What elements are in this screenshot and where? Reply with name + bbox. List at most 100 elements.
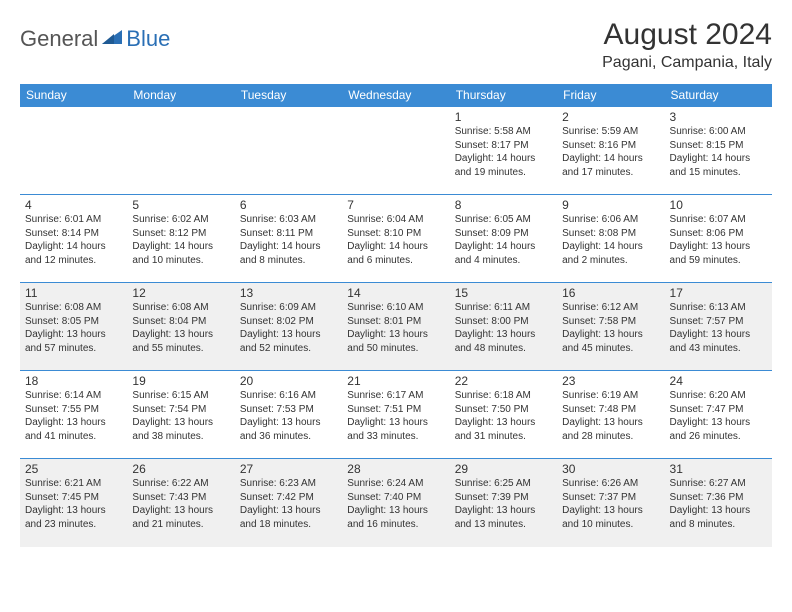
sunset-line: Sunset: 7:51 PM bbox=[347, 403, 444, 417]
day-cell: 21Sunrise: 6:17 AMSunset: 7:51 PMDayligh… bbox=[342, 371, 449, 459]
sunrise-line: Sunrise: 6:17 AM bbox=[347, 389, 444, 403]
dayname-row: Sunday Monday Tuesday Wednesday Thursday… bbox=[20, 84, 772, 107]
sunrise-line: Sunrise: 6:05 AM bbox=[455, 213, 552, 227]
day-number: 31 bbox=[670, 462, 767, 476]
day-cell: 7Sunrise: 6:04 AMSunset: 8:10 PMDaylight… bbox=[342, 195, 449, 283]
day-info: Sunrise: 6:13 AMSunset: 7:57 PMDaylight:… bbox=[670, 301, 767, 355]
daylight-line: Daylight: 14 hours and 8 minutes. bbox=[240, 240, 337, 267]
sunset-line: Sunset: 7:40 PM bbox=[347, 491, 444, 505]
day-number: 2 bbox=[562, 110, 659, 124]
sunrise-line: Sunrise: 6:04 AM bbox=[347, 213, 444, 227]
sunset-line: Sunset: 7:42 PM bbox=[240, 491, 337, 505]
sunrise-line: Sunrise: 6:22 AM bbox=[132, 477, 229, 491]
day-number: 27 bbox=[240, 462, 337, 476]
sunrise-line: Sunrise: 6:25 AM bbox=[455, 477, 552, 491]
sunset-line: Sunset: 7:58 PM bbox=[562, 315, 659, 329]
sunset-line: Sunset: 8:00 PM bbox=[455, 315, 552, 329]
day-cell: 10Sunrise: 6:07 AMSunset: 8:06 PMDayligh… bbox=[665, 195, 772, 283]
sunrise-line: Sunrise: 6:19 AM bbox=[562, 389, 659, 403]
daylight-line: Daylight: 13 hours and 41 minutes. bbox=[25, 416, 122, 443]
sunset-line: Sunset: 7:45 PM bbox=[25, 491, 122, 505]
day-number: 22 bbox=[455, 374, 552, 388]
day-info: Sunrise: 6:14 AMSunset: 7:55 PMDaylight:… bbox=[25, 389, 122, 443]
sunrise-line: Sunrise: 6:08 AM bbox=[132, 301, 229, 315]
sunset-line: Sunset: 8:02 PM bbox=[240, 315, 337, 329]
logo-triangle-icon bbox=[102, 28, 124, 51]
dayname-saturday: Saturday bbox=[665, 84, 772, 107]
day-info: Sunrise: 5:59 AMSunset: 8:16 PMDaylight:… bbox=[562, 125, 659, 179]
sunset-line: Sunset: 8:06 PM bbox=[670, 227, 767, 241]
sunset-line: Sunset: 8:01 PM bbox=[347, 315, 444, 329]
sunset-line: Sunset: 8:10 PM bbox=[347, 227, 444, 241]
day-cell: 29Sunrise: 6:25 AMSunset: 7:39 PMDayligh… bbox=[450, 459, 557, 547]
sunrise-line: Sunrise: 6:27 AM bbox=[670, 477, 767, 491]
dayname-wednesday: Wednesday bbox=[342, 84, 449, 107]
day-info: Sunrise: 6:03 AMSunset: 8:11 PMDaylight:… bbox=[240, 213, 337, 267]
day-number: 7 bbox=[347, 198, 444, 212]
day-number: 29 bbox=[455, 462, 552, 476]
daylight-line: Daylight: 14 hours and 15 minutes. bbox=[670, 152, 767, 179]
daylight-line: Daylight: 13 hours and 31 minutes. bbox=[455, 416, 552, 443]
day-cell bbox=[20, 107, 127, 195]
week-row: 25Sunrise: 6:21 AMSunset: 7:45 PMDayligh… bbox=[20, 459, 772, 547]
day-info: Sunrise: 5:58 AMSunset: 8:17 PMDaylight:… bbox=[455, 125, 552, 179]
day-cell: 24Sunrise: 6:20 AMSunset: 7:47 PMDayligh… bbox=[665, 371, 772, 459]
day-cell: 17Sunrise: 6:13 AMSunset: 7:57 PMDayligh… bbox=[665, 283, 772, 371]
day-info: Sunrise: 6:06 AMSunset: 8:08 PMDaylight:… bbox=[562, 213, 659, 267]
day-cell: 18Sunrise: 6:14 AMSunset: 7:55 PMDayligh… bbox=[20, 371, 127, 459]
daylight-line: Daylight: 14 hours and 6 minutes. bbox=[347, 240, 444, 267]
sunset-line: Sunset: 7:48 PM bbox=[562, 403, 659, 417]
day-info: Sunrise: 6:27 AMSunset: 7:36 PMDaylight:… bbox=[670, 477, 767, 531]
daylight-line: Daylight: 14 hours and 17 minutes. bbox=[562, 152, 659, 179]
day-number: 17 bbox=[670, 286, 767, 300]
daylight-line: Daylight: 14 hours and 4 minutes. bbox=[455, 240, 552, 267]
sunset-line: Sunset: 7:36 PM bbox=[670, 491, 767, 505]
day-number: 9 bbox=[562, 198, 659, 212]
day-number: 15 bbox=[455, 286, 552, 300]
day-info: Sunrise: 6:12 AMSunset: 7:58 PMDaylight:… bbox=[562, 301, 659, 355]
sunrise-line: Sunrise: 6:14 AM bbox=[25, 389, 122, 403]
day-number: 30 bbox=[562, 462, 659, 476]
week-row: 18Sunrise: 6:14 AMSunset: 7:55 PMDayligh… bbox=[20, 371, 772, 459]
sunset-line: Sunset: 8:16 PM bbox=[562, 139, 659, 153]
daylight-line: Daylight: 14 hours and 2 minutes. bbox=[562, 240, 659, 267]
sunset-line: Sunset: 7:53 PM bbox=[240, 403, 337, 417]
sunset-line: Sunset: 7:55 PM bbox=[25, 403, 122, 417]
sunrise-line: Sunrise: 6:12 AM bbox=[562, 301, 659, 315]
daylight-line: Daylight: 13 hours and 26 minutes. bbox=[670, 416, 767, 443]
sunset-line: Sunset: 8:17 PM bbox=[455, 139, 552, 153]
sunrise-line: Sunrise: 6:13 AM bbox=[670, 301, 767, 315]
logo: General Blue bbox=[20, 26, 170, 52]
day-cell bbox=[235, 107, 342, 195]
day-number: 23 bbox=[562, 374, 659, 388]
day-number: 20 bbox=[240, 374, 337, 388]
day-number: 18 bbox=[25, 374, 122, 388]
sunrise-line: Sunrise: 6:08 AM bbox=[25, 301, 122, 315]
sunrise-line: Sunrise: 6:21 AM bbox=[25, 477, 122, 491]
sunrise-line: Sunrise: 6:18 AM bbox=[455, 389, 552, 403]
location: Pagani, Campania, Italy bbox=[602, 54, 772, 72]
day-cell bbox=[127, 107, 234, 195]
day-info: Sunrise: 6:25 AMSunset: 7:39 PMDaylight:… bbox=[455, 477, 552, 531]
sunrise-line: Sunrise: 6:16 AM bbox=[240, 389, 337, 403]
day-number: 26 bbox=[132, 462, 229, 476]
day-cell: 9Sunrise: 6:06 AMSunset: 8:08 PMDaylight… bbox=[557, 195, 664, 283]
sunset-line: Sunset: 7:54 PM bbox=[132, 403, 229, 417]
sunrise-line: Sunrise: 6:11 AM bbox=[455, 301, 552, 315]
day-info: Sunrise: 6:00 AMSunset: 8:15 PMDaylight:… bbox=[670, 125, 767, 179]
week-row: 11Sunrise: 6:08 AMSunset: 8:05 PMDayligh… bbox=[20, 283, 772, 371]
sunrise-line: Sunrise: 6:06 AM bbox=[562, 213, 659, 227]
sunset-line: Sunset: 7:50 PM bbox=[455, 403, 552, 417]
day-cell: 19Sunrise: 6:15 AMSunset: 7:54 PMDayligh… bbox=[127, 371, 234, 459]
day-number: 10 bbox=[670, 198, 767, 212]
daylight-line: Daylight: 13 hours and 18 minutes. bbox=[240, 504, 337, 531]
day-cell: 8Sunrise: 6:05 AMSunset: 8:09 PMDaylight… bbox=[450, 195, 557, 283]
day-cell: 4Sunrise: 6:01 AMSunset: 8:14 PMDaylight… bbox=[20, 195, 127, 283]
dayname-monday: Monday bbox=[127, 84, 234, 107]
day-number: 19 bbox=[132, 374, 229, 388]
day-cell: 5Sunrise: 6:02 AMSunset: 8:12 PMDaylight… bbox=[127, 195, 234, 283]
day-cell: 1Sunrise: 5:58 AMSunset: 8:17 PMDaylight… bbox=[450, 107, 557, 195]
day-number: 24 bbox=[670, 374, 767, 388]
day-cell bbox=[342, 107, 449, 195]
sunrise-line: Sunrise: 6:26 AM bbox=[562, 477, 659, 491]
